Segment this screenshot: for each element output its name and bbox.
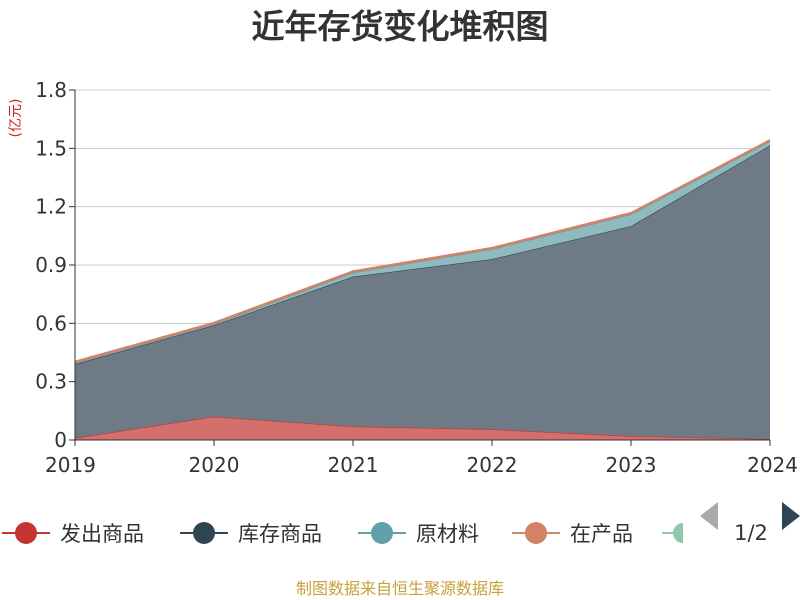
y-tick-label: 0.9	[35, 253, 67, 277]
legend: 发出商品 库存商品 原材料 在产品	[2, 522, 683, 546]
y-tick-label: 1.5	[35, 136, 67, 160]
x-tick-label: 2020	[189, 453, 240, 477]
legend-item-2[interactable]: 库存商品	[180, 522, 322, 546]
data-source-note: 制图数据来自恒生聚源数据库	[296, 579, 504, 598]
area-series-2	[75, 145, 770, 440]
legend-prev-arrow-icon[interactable]	[700, 502, 718, 530]
legend-pager: 1/2	[700, 502, 800, 545]
legend-dot-icon	[525, 522, 547, 544]
y-axis-ticks: 0 0.3 0.6 0.9 1.2 1.5 1.8	[35, 78, 75, 452]
y-axis-unit-label: (亿元)	[8, 99, 24, 138]
x-tick-label: 2024	[747, 453, 798, 477]
x-axis-ticks: 2019 2020 2021 2022 2023 2024	[45, 440, 798, 477]
x-tick-label: 2021	[328, 453, 379, 477]
legend-dot-icon	[371, 522, 393, 544]
legend-item-partial	[662, 523, 683, 543]
legend-label: 发出商品	[60, 522, 144, 546]
legend-next-arrow-icon[interactable]	[782, 502, 800, 530]
y-tick-label: 1.2	[35, 195, 67, 219]
legend-label: 原材料	[416, 522, 479, 546]
y-tick-label: 0	[54, 428, 67, 452]
x-tick-label: 2022	[467, 453, 518, 477]
x-tick-label: 2019	[45, 453, 96, 477]
y-tick-label: 0.3	[35, 370, 67, 394]
legend-item-1[interactable]: 发出商品	[2, 522, 144, 546]
legend-page-indicator: 1/2	[734, 521, 768, 545]
legend-dot-icon	[15, 522, 37, 544]
legend-dot-icon	[673, 523, 683, 543]
chart-title: 近年存货变化堆积图	[252, 7, 549, 46]
y-tick-label: 0.6	[35, 311, 67, 335]
legend-label: 在产品	[570, 522, 633, 546]
legend-item-4[interactable]: 在产品	[512, 522, 633, 546]
area-series-group	[74, 139, 771, 440]
legend-label: 库存商品	[238, 522, 322, 546]
x-tick-label: 2023	[606, 453, 657, 477]
legend-dot-icon	[193, 522, 215, 544]
area-series-line-4	[74, 139, 771, 362]
y-tick-label: 1.8	[35, 78, 67, 102]
legend-item-3[interactable]: 原材料	[358, 522, 479, 546]
